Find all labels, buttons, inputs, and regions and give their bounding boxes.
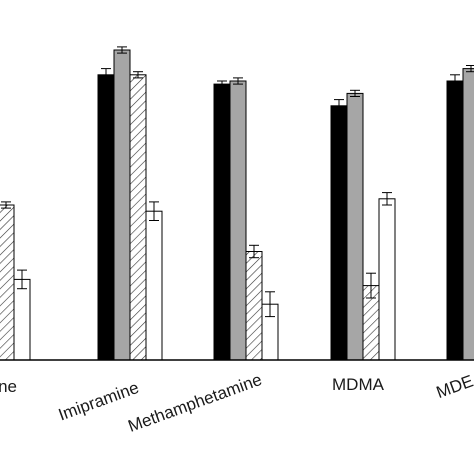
bar-1-2 xyxy=(129,74,147,361)
bar-0-3 xyxy=(13,278,31,361)
bar-3-1 xyxy=(346,92,364,361)
error-bar-1-3 xyxy=(149,201,159,221)
error-bar-3-1 xyxy=(350,89,360,97)
bar-1-0 xyxy=(97,74,115,361)
error-bar-2-3 xyxy=(265,291,275,318)
error-bar-4-1 xyxy=(466,65,474,73)
bar-4-1 xyxy=(462,68,474,361)
bar-1-3 xyxy=(145,210,163,361)
error-bar-3-3 xyxy=(382,192,392,206)
bar-3-0 xyxy=(330,105,348,361)
error-bar-2-0 xyxy=(217,80,227,88)
bar-2-0 xyxy=(213,83,231,361)
error-bar-3-0 xyxy=(334,99,344,113)
x-tick-label-3: MDMA xyxy=(332,375,385,394)
x-tick-label-2: Methamphetamine xyxy=(126,370,265,436)
bar-0-2 xyxy=(0,204,15,361)
error-bar-2-2 xyxy=(249,244,259,259)
error-bar-4-0 xyxy=(450,74,460,88)
error-bar-1-0 xyxy=(101,68,111,82)
x-tick-label-0: …ne xyxy=(0,377,17,396)
error-bar-3-2 xyxy=(366,272,376,299)
bar-1-1 xyxy=(113,49,131,361)
bar-3-3 xyxy=(378,198,396,361)
bar-4-0 xyxy=(446,80,464,361)
error-bar-1-1 xyxy=(117,46,127,54)
bar-2-2 xyxy=(245,251,263,361)
error-bars-layer xyxy=(1,46,474,318)
error-bar-0-3 xyxy=(17,269,27,290)
x-tick-label-4: MDEA xyxy=(434,367,474,402)
error-bar-0-2 xyxy=(1,201,11,209)
error-bar-2-1 xyxy=(233,77,243,85)
bars-layer xyxy=(0,49,474,361)
error-bar-1-2 xyxy=(133,71,143,79)
bar-2-1 xyxy=(229,80,247,361)
